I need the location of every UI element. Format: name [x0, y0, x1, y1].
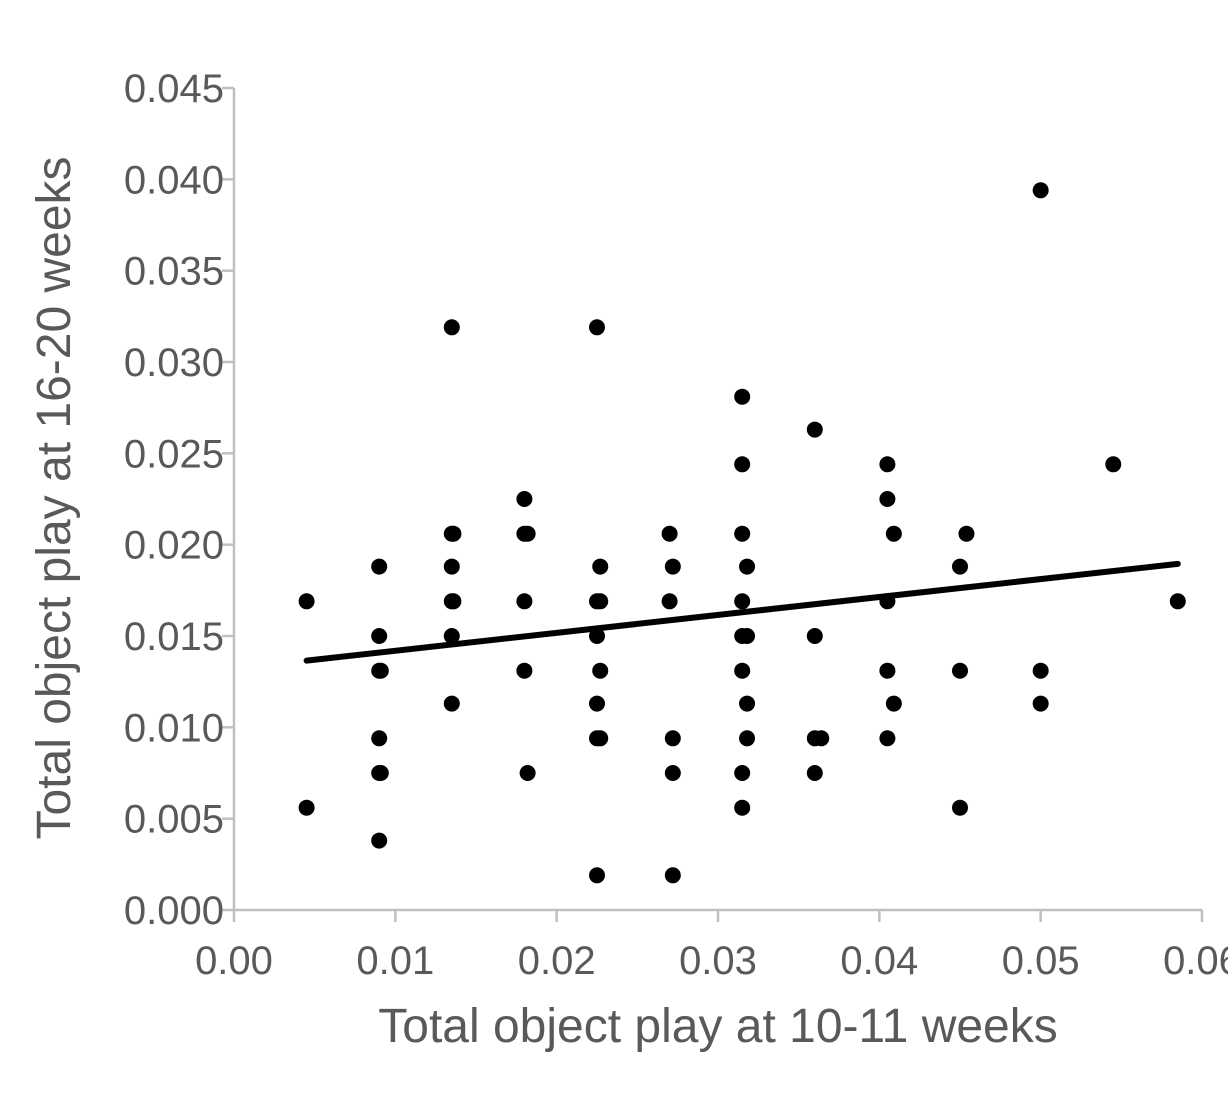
data-point [661, 525, 678, 542]
x-tick-label: 0.01 [356, 939, 434, 983]
data-point [1105, 456, 1122, 473]
data-point [1169, 593, 1186, 610]
data-point [372, 765, 389, 781]
y-tick-label: 0.040 [124, 158, 224, 202]
x-tick-label: 0.02 [518, 939, 596, 983]
data-point [734, 525, 751, 542]
data-point [885, 525, 902, 542]
data-point [443, 628, 460, 644]
trend-layer [303, 560, 1181, 664]
y-tick-label: 0.025 [124, 432, 224, 476]
data-point [734, 799, 751, 816]
data-point [519, 765, 536, 781]
data-point [443, 558, 460, 575]
data-point [734, 456, 751, 473]
data-point [592, 730, 609, 747]
data-point [589, 867, 605, 884]
data-point [664, 558, 681, 575]
data-point [516, 593, 533, 610]
data-point [664, 765, 681, 781]
data-point [589, 695, 605, 712]
y-tick-label: 0.035 [124, 250, 224, 294]
data-point [879, 662, 896, 679]
axes-layer: 0.000 0.005 0.010 0.015 0.020 0.025 0.030 0.035… [124, 67, 1228, 983]
data-point [1032, 182, 1049, 199]
data-point [879, 730, 896, 747]
data-point [519, 525, 536, 542]
trend-line [303, 560, 1181, 664]
data-point [445, 593, 462, 610]
data-point [298, 593, 315, 610]
data-point [958, 525, 975, 542]
data-point [806, 421, 823, 438]
y-tick-label: 0.005 [124, 798, 224, 842]
data-point [443, 319, 460, 336]
data-point [661, 593, 678, 610]
x-tick-label: 0.04 [840, 939, 918, 983]
y-axis-title: Total object play at 16-20 weeks [28, 156, 81, 839]
y-tick-label: 0.020 [124, 524, 224, 568]
data-point [879, 491, 896, 507]
data-point [445, 525, 462, 542]
data-point [734, 662, 751, 679]
x-tick-label: 0.00 [195, 939, 273, 983]
data-point [589, 319, 605, 336]
data-point [806, 628, 823, 644]
data-point [879, 456, 896, 473]
data-point [592, 558, 609, 575]
data-point [885, 695, 902, 712]
data-point [734, 388, 751, 405]
data-point [664, 867, 681, 884]
data-point [739, 558, 756, 575]
data-point [739, 695, 756, 712]
data-point [739, 628, 756, 644]
y-tick-label: 0.045 [124, 67, 224, 111]
data-point [1032, 662, 1049, 679]
data-point [1032, 695, 1049, 712]
data-point [516, 662, 533, 679]
data-point [952, 558, 968, 575]
data-point [372, 662, 389, 679]
data-point [371, 730, 388, 747]
points-layer [298, 182, 1186, 884]
data-point [806, 765, 823, 781]
y-tick-label: 0.000 [124, 889, 224, 933]
data-point [952, 662, 968, 679]
data-point [664, 730, 681, 747]
data-point [813, 730, 830, 747]
y-tick-label: 0.010 [124, 706, 224, 750]
data-point [443, 695, 460, 712]
data-point [371, 628, 388, 644]
data-point [734, 593, 751, 610]
data-point [516, 491, 533, 507]
x-tick-label: 0.03 [679, 939, 757, 983]
x-axis-title: Total object play at 10-11 weeks [378, 1000, 1058, 1053]
data-point [592, 662, 609, 679]
y-tick-label: 0.015 [124, 615, 224, 659]
x-tick-label: 0.05 [1002, 939, 1080, 983]
data-point [589, 628, 605, 644]
data-point [371, 832, 388, 849]
data-point [952, 799, 968, 816]
data-point [298, 799, 315, 816]
data-point [739, 730, 756, 747]
data-point [371, 558, 388, 575]
data-point [734, 765, 751, 781]
data-point [592, 593, 609, 610]
y-tick-label: 0.030 [124, 341, 224, 385]
x-tick-label: 0.06 [1163, 939, 1228, 983]
